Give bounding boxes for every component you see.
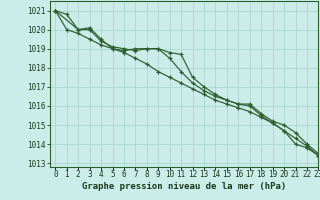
X-axis label: Graphe pression niveau de la mer (hPa): Graphe pression niveau de la mer (hPa) <box>82 182 286 191</box>
